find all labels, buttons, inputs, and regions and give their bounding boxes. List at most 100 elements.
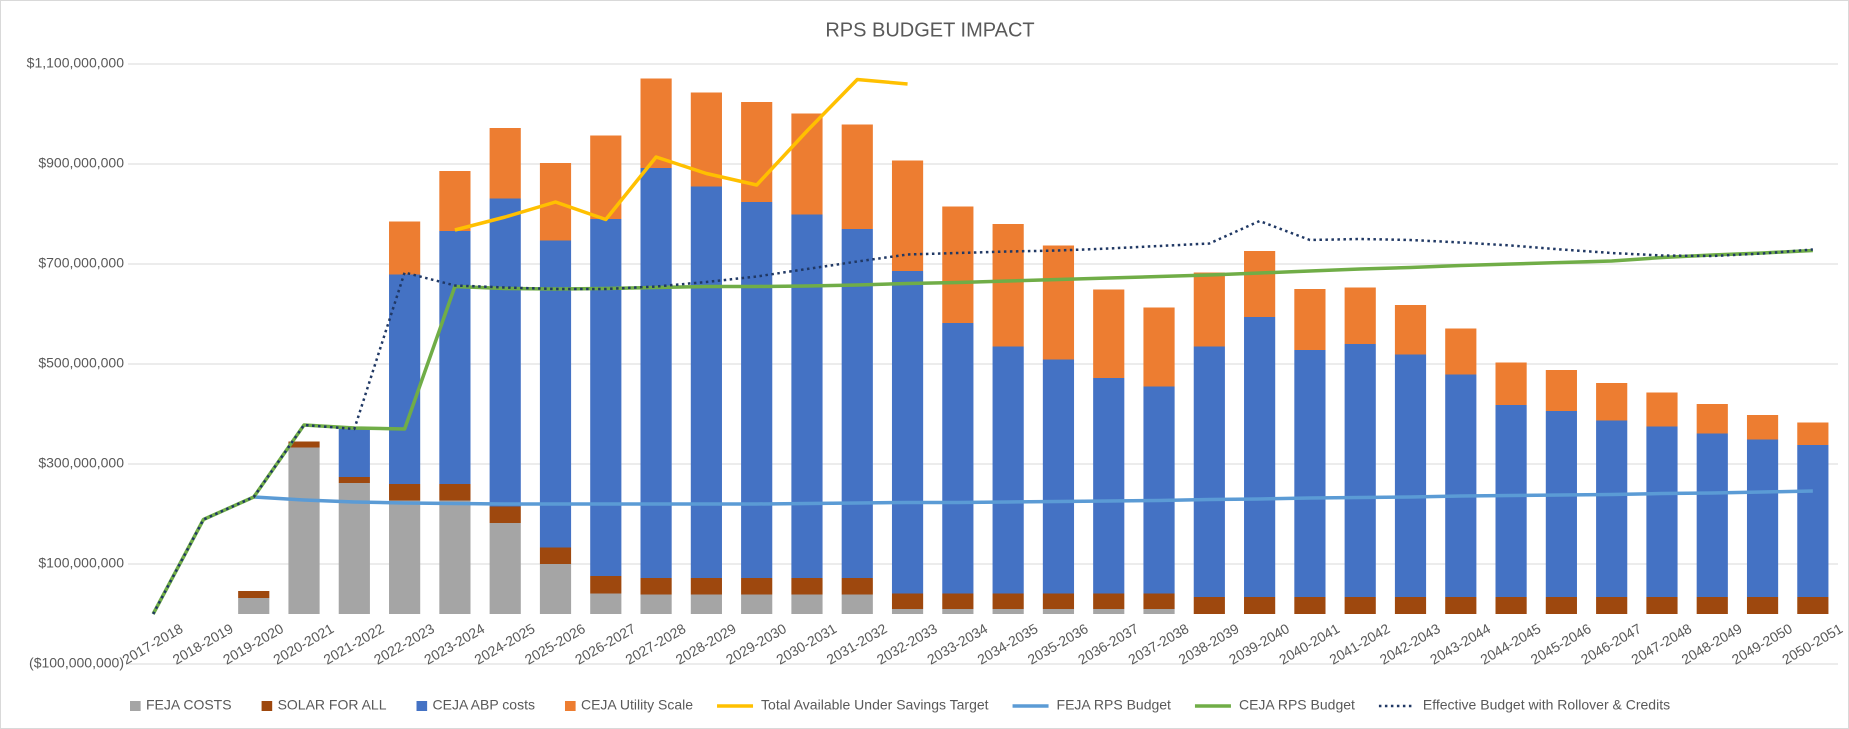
legend-label: FEJA RPS Budget xyxy=(1057,697,1172,713)
bar-segment xyxy=(841,229,873,578)
bar-segment xyxy=(1596,420,1628,597)
bar-segment xyxy=(891,609,924,614)
bar-segment xyxy=(841,578,873,595)
bar-segment xyxy=(1244,597,1276,614)
bar-segment xyxy=(1797,597,1829,614)
y-tick-label: $300,000,000 xyxy=(38,455,124,471)
bar-segment xyxy=(640,578,672,595)
bar-segment xyxy=(741,578,773,595)
bar-segment xyxy=(1042,609,1075,614)
bar-segment xyxy=(640,594,672,614)
bar-segment xyxy=(1042,593,1075,609)
bar-segment xyxy=(942,206,974,323)
bar-segment xyxy=(1797,422,1829,445)
bar-segment xyxy=(539,240,572,548)
bar-segment xyxy=(489,198,521,507)
bar-segment xyxy=(1344,287,1376,344)
bar-segment xyxy=(992,593,1024,609)
bar-segment xyxy=(1495,597,1527,614)
bar-segment xyxy=(439,484,471,501)
bar-segment xyxy=(741,202,773,578)
bar-segment xyxy=(942,323,974,594)
legend-swatch xyxy=(564,701,576,711)
bar-segment xyxy=(539,547,572,564)
legend-label: SOLAR FOR ALL xyxy=(278,697,387,713)
bar-segment xyxy=(741,594,773,614)
legend-label: CEJA Utility Scale xyxy=(581,697,693,713)
bar-segment xyxy=(439,231,471,484)
legend-swatch xyxy=(416,701,428,711)
bar-segment xyxy=(1344,344,1376,597)
bar-segment xyxy=(1093,593,1125,609)
bar-segment xyxy=(1545,597,1577,614)
bar-segment xyxy=(590,576,622,594)
bar-segment xyxy=(1093,289,1125,378)
bar-segment xyxy=(640,78,672,168)
bar-segment xyxy=(1294,289,1326,350)
legend-swatch xyxy=(261,701,273,711)
bar-segment xyxy=(1495,405,1527,597)
bar-segment xyxy=(1093,609,1125,614)
bar-segment xyxy=(1797,445,1829,597)
y-tick-label: ($100,000,000) xyxy=(29,655,124,671)
bar-segment xyxy=(741,102,773,202)
legend-label: CEJA RPS Budget xyxy=(1239,697,1355,713)
bar-segment xyxy=(439,500,471,614)
bar-segment xyxy=(1545,411,1577,597)
bar-segment xyxy=(690,186,722,578)
bar-segment xyxy=(1646,392,1678,427)
bar-segment xyxy=(942,609,974,614)
bar-segment xyxy=(1596,383,1628,421)
bar-segment xyxy=(1394,305,1427,355)
bar-segment xyxy=(1093,378,1125,594)
bar-segment xyxy=(1646,597,1678,614)
bar-segment xyxy=(389,274,421,484)
bar-segment xyxy=(1143,386,1175,594)
bar-segment xyxy=(1042,359,1075,594)
bar-segment xyxy=(1746,597,1779,614)
legend-label: Total Available Under Savings Target xyxy=(761,697,989,713)
bar-segment xyxy=(891,593,924,609)
bar-segment xyxy=(338,427,370,477)
bar-segment xyxy=(389,221,421,275)
bar-segment xyxy=(1696,433,1728,597)
bar-segment xyxy=(1495,362,1527,405)
y-tick-label: $500,000,000 xyxy=(38,355,124,371)
bar-segment xyxy=(791,214,823,578)
bar-segment xyxy=(1445,597,1477,614)
bar-segment xyxy=(1193,272,1225,347)
bar-segment xyxy=(1445,374,1477,597)
bar-segment xyxy=(389,500,421,614)
bar-segment xyxy=(1193,346,1225,597)
y-tick-label: $900,000,000 xyxy=(38,155,124,171)
bar-segment xyxy=(489,506,521,523)
bar-segment xyxy=(1294,597,1326,614)
bar-segment xyxy=(640,168,672,578)
bar-segment xyxy=(1143,609,1175,614)
bar-segment xyxy=(489,128,521,199)
bar-segment xyxy=(891,160,924,271)
bar-segment xyxy=(1596,597,1628,614)
bar-segment xyxy=(992,346,1024,594)
bar-segment xyxy=(1746,415,1779,440)
bar-segment xyxy=(1344,597,1376,614)
bar-segment xyxy=(1545,370,1577,411)
bar-segment xyxy=(791,594,823,614)
legend-label: CEJA ABP costs xyxy=(433,697,535,713)
bar-segment xyxy=(389,484,421,501)
series-line xyxy=(151,248,1813,615)
legend-label: Effective Budget with Rollover & Credits xyxy=(1423,697,1670,713)
bar-segment xyxy=(1394,354,1427,597)
bar-segment xyxy=(1294,350,1326,597)
bar-segment xyxy=(690,594,722,614)
legend-swatch xyxy=(130,701,141,711)
bar-segment xyxy=(590,219,622,576)
bar-segment xyxy=(590,593,622,614)
bar-segment xyxy=(1394,597,1427,614)
bar-segment xyxy=(791,578,823,595)
bar-segment xyxy=(1445,328,1477,375)
bar-segment xyxy=(690,578,722,595)
chart-title: RPS BUDGET IMPACT xyxy=(825,19,1034,41)
